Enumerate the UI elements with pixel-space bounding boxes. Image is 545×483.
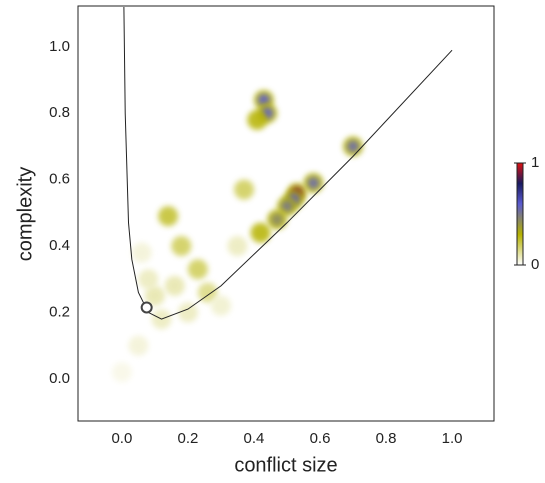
y-tick-label: 0.0	[49, 370, 70, 387]
plot-area	[111, 6, 453, 383]
density-blob	[177, 302, 198, 323]
density-blob	[111, 362, 132, 383]
curve	[123, 6, 453, 320]
y-tick-label: 0.6	[49, 171, 70, 188]
density-blob	[210, 295, 231, 316]
y-tick-label: 0.2	[49, 303, 70, 320]
density-blob	[307, 176, 320, 189]
density-blob	[138, 269, 159, 290]
y-tick-label: 0.8	[49, 104, 70, 121]
colorbar-tick-label: 1	[531, 154, 539, 171]
colorbar	[516, 162, 524, 266]
x-tick-label: 0.4	[244, 430, 265, 447]
density-blob	[171, 236, 192, 257]
density-blob	[158, 206, 179, 227]
density-blob	[347, 140, 360, 153]
density-blob	[234, 179, 255, 200]
density-blob	[227, 236, 248, 257]
density-blob	[128, 335, 149, 356]
y-axis-label: complexity	[14, 167, 36, 261]
density-blob	[271, 213, 284, 226]
density-blob	[131, 242, 152, 263]
density-blob	[247, 109, 268, 130]
plot-frame	[77, 5, 495, 422]
density-blob	[164, 275, 185, 296]
x-axis-label: conflict size	[234, 454, 337, 476]
highlight-marker	[140, 301, 153, 314]
x-tick-label: 0.8	[376, 430, 397, 447]
density-blob	[144, 285, 165, 306]
x-tick-label: 0.6	[310, 430, 331, 447]
y-tick-label: 1.0	[49, 38, 70, 55]
density-blob	[197, 282, 218, 303]
density-blob	[280, 200, 293, 213]
colorbar-tick-label: 0	[531, 256, 539, 273]
x-tick-label: 0.0	[111, 430, 132, 447]
x-tick-label: 1.0	[442, 430, 463, 447]
y-tick-label: 0.4	[49, 237, 70, 254]
x-tick-label: 0.2	[178, 430, 199, 447]
density-blob	[187, 259, 208, 280]
density-blob	[257, 93, 270, 106]
density-blob	[250, 222, 271, 243]
